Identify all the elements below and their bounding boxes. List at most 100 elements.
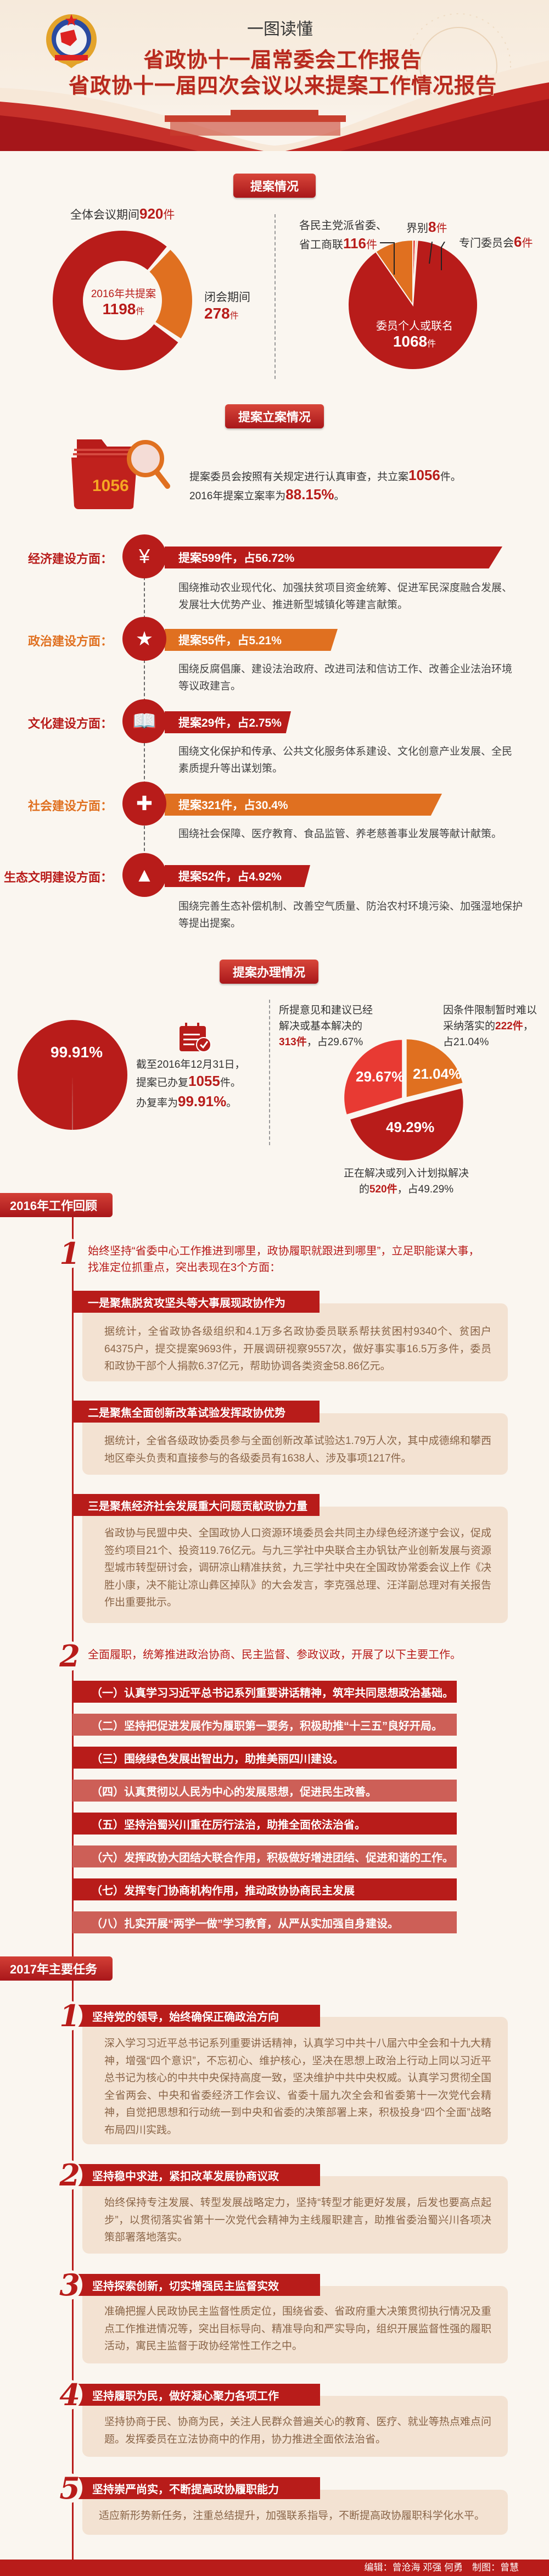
aspect-bar-society: 提案321件，占30.4% (165, 794, 442, 816)
members-label-text: 委员个人或联名 (376, 320, 453, 332)
task-title-4: 坚持履职为民，做好凝心聚力各项工作 (77, 2384, 320, 2406)
work-item-1: （一）认真学习习近平总书记系列重要讲话精神，筑牢共同思想政治基础。 (72, 1681, 457, 1703)
header-title-2: 省政协十一届四次会议以来提案工作情况报告 (68, 75, 497, 98)
limited-label: 因条件限制暂时难以 采纳落实的222件， 占21.04% (443, 1002, 537, 1050)
text: 解决或基本解决的 (279, 1021, 363, 1032)
aspect-label-culture: 文化建设方面： (27, 717, 113, 731)
point1-line-1: 始终坚持“省委中心工作推进到哪里，政协履职就跟进到哪里”，立足职能谋大事， (88, 1245, 480, 1257)
limited-count: 222件 (495, 1021, 523, 1032)
unit: 件 (366, 239, 377, 251)
task-number-4: 4 (57, 2380, 82, 2410)
focus-title-2: 二是聚焦全面创新改革试验发挥政协优势 (72, 1401, 320, 1423)
text: 占21.04% (443, 1036, 489, 1048)
task-title-2: 坚持稳中求进，紧扣改革发展协商议政 (77, 2164, 320, 2186)
section-title-proposals: 提案情况 (233, 174, 316, 198)
pie-slice-2 (149, 249, 193, 339)
star-icon: ★ (122, 617, 166, 661)
task-box-1: 深入学习习近平总书记系列重要讲话精神，认真学习中共十八届六中全会和十九大精神，增… (82, 2017, 508, 2144)
source-pie-chart (348, 239, 478, 370)
aspect-desc-ecology: 围绕完善生态补偿机制、改善空气质量、防治农村环境污染、加强湿地保护等提出提案。 (178, 901, 523, 929)
folder-search-icon (71, 439, 170, 509)
tree-icon: ▲ (122, 853, 166, 897)
task-box-4: 坚持协商于民、协商为民，关注人民群众普遍关心的教育、医疗、就业等热点难点问题。发… (82, 2396, 508, 2457)
section-title-handling: 提案办理情况 (220, 960, 318, 984)
reply-rate-pie-chart (18, 1020, 128, 1130)
book-icon: 📖 (122, 699, 166, 743)
recess-count: 278 (204, 305, 230, 322)
money-bag-icon: ¥ (122, 534, 166, 578)
task-text-2: 始终保持专注发展、转型发展战略定力，坚持“转型才能更好发展，后发也要高点起步”，… (104, 2197, 491, 2243)
total-count: 1198 (102, 300, 136, 317)
aspect-bar-culture: 提案29件，占2.75% (165, 711, 291, 733)
reply-rate: 99.91% (178, 1093, 227, 1109)
recess-label-text: 闭会期间 (204, 291, 250, 304)
unit: 件 (436, 222, 447, 235)
aspect-label-economy: 经济建设方面： (27, 552, 113, 566)
handling-status-pie-chart (344, 1039, 463, 1161)
work-item-7: （七）发挥专门协商机构作用，推动政协协商民主发展 (72, 1878, 457, 1900)
text: ，占29.67% (306, 1036, 363, 1048)
text: ， (523, 1021, 534, 1032)
members-label: 委员个人或联名 1068件 (368, 317, 461, 350)
footer-credits: 编辑：曾沧海 邓强 何勇 制图：曾慧 (0, 2560, 549, 2576)
text: 因条件限制暂时难以 (443, 1005, 537, 1016)
task-number-5: 5 (57, 2473, 82, 2503)
solved-label: 所提意见和建议已经 解决或基本解决的 313件，占29.67% (279, 1002, 373, 1050)
aspect-desc-economy: 围绕推动农业现代化、加强扶贫项目资金统筹、促进军民深度融合发展、发展壮大优势产业… (178, 582, 513, 611)
text: 提案委员会按照有关规定进行认真审查，共立案 (189, 471, 409, 483)
unit: 件 (229, 311, 239, 321)
header-decoration (0, 13, 549, 151)
plenary-label-text: 全体会议期间 (70, 209, 139, 221)
aspect-label-society: 社会建设方面： (27, 799, 113, 813)
pct-planned: 49.29% (386, 1119, 435, 1135)
task-text-3: 准确把握人民政协民主监督性质定位，围绕省委、省政府重大决策贯彻执行情况及重点工作… (104, 2306, 491, 2352)
sectors-label: 界别8件 (406, 219, 447, 236)
work-item-4: （四）认真贯彻以人民为中心的发展思想，促进民生改善。 (72, 1780, 457, 1802)
aspect-desc-culture: 围绕文化保护和传承、公共文化服务体系建设、文化创意产业发展、全民素质提升等出谋划… (178, 746, 513, 774)
total-proposals-donut (53, 230, 193, 370)
task-title-5: 坚持崇严尚实，不断提高政协履职能力 (77, 2477, 320, 2499)
registration-rate: 88.15% (285, 486, 334, 503)
handling-line-3: 办复率为99.91%。 (136, 1093, 237, 1110)
task-text-5: 适应新形势新任务，注重总结提升，加强联系指导，不断提高政协履职科学化水平。 (99, 2510, 485, 2522)
folder-number: 1056 (92, 477, 129, 495)
task-text-4: 坚持协商于民、协商为民，关注人民群众普遍关心的教育、医疗、就业等热点难点问题。发… (104, 2416, 491, 2445)
planned-label: 正在解决或列入计划拟解决 的520件，占49.29% (340, 1166, 472, 1197)
handling-line-1: 截至2016年12月31日， (136, 1059, 245, 1070)
tab-2017-tasks: 2017年主要任务 (0, 1956, 113, 1981)
unit: 件 (427, 339, 436, 349)
parties-label-1: 各民主党派省委、 (299, 220, 387, 232)
focus-text-3: 省政协与民盟中央、全国政协人口资源环境委员会共同主办绿色经济遂宁会议，促成签约项… (104, 1527, 491, 1608)
work-item-6: （六）发挥政协大团结大联合作用，积极做好增进团结、促进和谐的工作。 (72, 1845, 457, 1867)
pct-limited: 21.04% (413, 1066, 462, 1082)
unit: 件 (163, 209, 175, 221)
text: ，占49.29% (397, 1184, 454, 1195)
aspect-label-ecology: 生态文明建设方面： (3, 871, 113, 884)
aspect-bar-ecology: 提案52件，占4.92% (165, 865, 310, 887)
work-item-3: （三）围绕绿色发展出智出力，助推美丽四川建设。 (72, 1747, 457, 1769)
total-label: 2016年共提案 (91, 288, 156, 300)
focus-text-1: 据统计，全省政协各级组织和4.1万多名政协委员联系帮扶贫困村9340个、贫困户6… (104, 1326, 491, 1372)
point1-line-2: 找准定位抓重点，突出表现在3个方面： (88, 1262, 281, 1274)
cppcc-emblem-icon (46, 14, 97, 68)
text: 件。 (220, 1077, 241, 1089)
header-kicker: 一图读懂 (247, 20, 313, 39)
pie-slice-1 (53, 230, 178, 370)
committees-label-text: 专门委员会 (459, 237, 514, 249)
header-banner: 一图读懂 省政协十一届常委会工作报告 省政协十一届四次会议以来提案工作情况报告 (0, 0, 549, 151)
aspect-label-politics: 政治建设方面： (27, 634, 113, 648)
sectors-label-text: 界别 (406, 222, 428, 235)
pie-slice-2 (72, 1075, 73, 1130)
pie-slice-3 (344, 1040, 402, 1114)
focus-title-1: 一是聚焦脱贫攻坚头等大事展现政协作为 (72, 1291, 320, 1313)
planned-count: 520件 (369, 1184, 397, 1195)
point-number-1: 1 (57, 1239, 82, 1268)
text: 提案已办复 (136, 1077, 189, 1089)
calendar-check-icon (180, 1023, 211, 1052)
reply-rate-label: 99.91% (51, 1044, 103, 1061)
recess-label: 闭会期间 278件 (204, 288, 250, 322)
focus-box-2: 据统计，全省各级政协委员参与全面创新改革试验达1.79万人次，其中成德绵和攀西地… (82, 1413, 508, 1475)
text: 采纳落实的 (443, 1021, 496, 1032)
text: 办复率为 (136, 1097, 178, 1109)
text: 所提意见和建议已经 (279, 1005, 373, 1016)
